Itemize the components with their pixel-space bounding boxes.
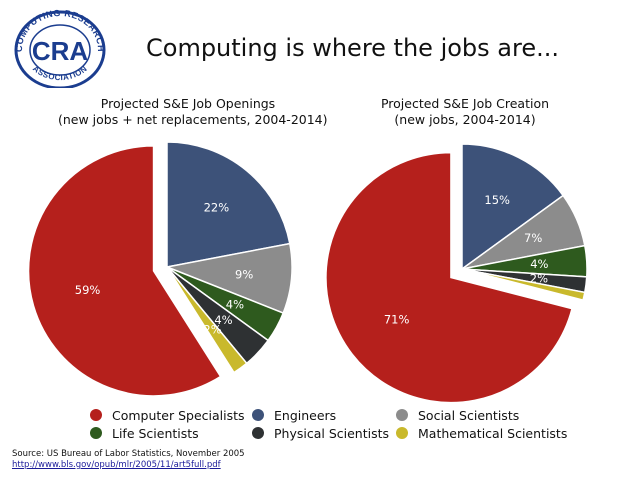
- legend-label: Engineers: [274, 408, 337, 423]
- pie-openings-label-computer-specialists: 59%: [75, 283, 101, 297]
- pie-openings-label-engineers: 22%: [204, 200, 230, 214]
- pie-creation-label-engineers: 15%: [484, 193, 510, 207]
- logo-ring: [14, 10, 106, 88]
- pie-creation-slice-computer-specialists: [325, 151, 573, 404]
- legend-swatch: [396, 409, 408, 421]
- source-note: Source: US Bureau of Labor Statistics, N…: [12, 449, 245, 471]
- pie-creation-slice-mathematical-scientists: [461, 268, 586, 301]
- legend-item-computer-specialists: Computer Specialists: [90, 408, 245, 424]
- source-link[interactable]: http://www.bls.gov/opub/mlr/2005/11/art5…: [12, 460, 221, 470]
- pie-creation-label-life-scientists: 4%: [530, 257, 548, 271]
- pie-openings-title: Projected S&E Job Openings: [100, 96, 276, 111]
- legend-swatch: [252, 427, 264, 439]
- pie-creation-label-social-scientists: 7%: [524, 231, 542, 245]
- legend-swatch: [90, 427, 102, 439]
- cra-logo: COMPUTING RESEARCH ASSOCIATION CRA: [14, 8, 106, 88]
- legend-label: Physical Scientists: [274, 426, 390, 441]
- source-text: Source: US Bureau of Labor Statistics, N…: [12, 449, 245, 459]
- legend-item-mathematical-scientists: Mathematical Scientists: [396, 426, 567, 442]
- pie-openings-label-physical-scientists: 4%: [214, 313, 232, 327]
- legend-label: Life Scientists: [112, 426, 199, 441]
- legend-swatch: [252, 409, 264, 421]
- pie-openings-title-block: Projected S&E Job Openings (new jobs + n…: [58, 96, 328, 128]
- logo-initials: CRA: [32, 36, 89, 66]
- legend-item-social-scientists: Social Scientists: [396, 408, 519, 424]
- logo-inner-ring: [29, 24, 91, 76]
- pie-openings-slice-computer-specialists: [27, 145, 222, 397]
- pie-creation-slice-engineers: [461, 143, 565, 271]
- legend-label: Mathematical Scientists: [418, 426, 568, 441]
- pie-creation-title-block: Projected S&E Job Creation (new jobs, 20…: [345, 96, 585, 128]
- pie-creation-title: Projected S&E Job Creation: [380, 96, 550, 111]
- legend-item-physical-scientists: Physical Scientists: [252, 426, 389, 442]
- page-title: Computing is where the jobs are...: [146, 34, 559, 62]
- pie-openings-label-life-scientists: 4%: [226, 297, 244, 311]
- legend-swatch: [90, 409, 102, 421]
- pie-openings-subtitle: (new jobs + net replacements, 2004-2014): [58, 112, 328, 127]
- pie-openings-label-social-scientists: 9%: [235, 267, 253, 281]
- pie-openings-slice-engineers: [166, 141, 291, 268]
- legend-label: Computer Specialists: [112, 408, 245, 423]
- pie-openings-label-mathematical-scientists: 2%: [203, 323, 221, 337]
- pie-creation-subtitle: (new jobs, 2004-2014): [394, 112, 536, 127]
- pie-creation-label-computer-specialists: 71%: [384, 313, 410, 327]
- pie-charts: 22%9%4%4%2%59%15%7%4%2%71%: [27, 141, 588, 404]
- legend-swatch: [396, 427, 408, 439]
- legend-label: Social Scientists: [418, 408, 520, 423]
- legend-item-engineers: Engineers: [252, 408, 336, 424]
- pie-openings-slice-mathematical-scientists: [166, 266, 248, 374]
- legend-item-life-scientists: Life Scientists: [90, 426, 199, 442]
